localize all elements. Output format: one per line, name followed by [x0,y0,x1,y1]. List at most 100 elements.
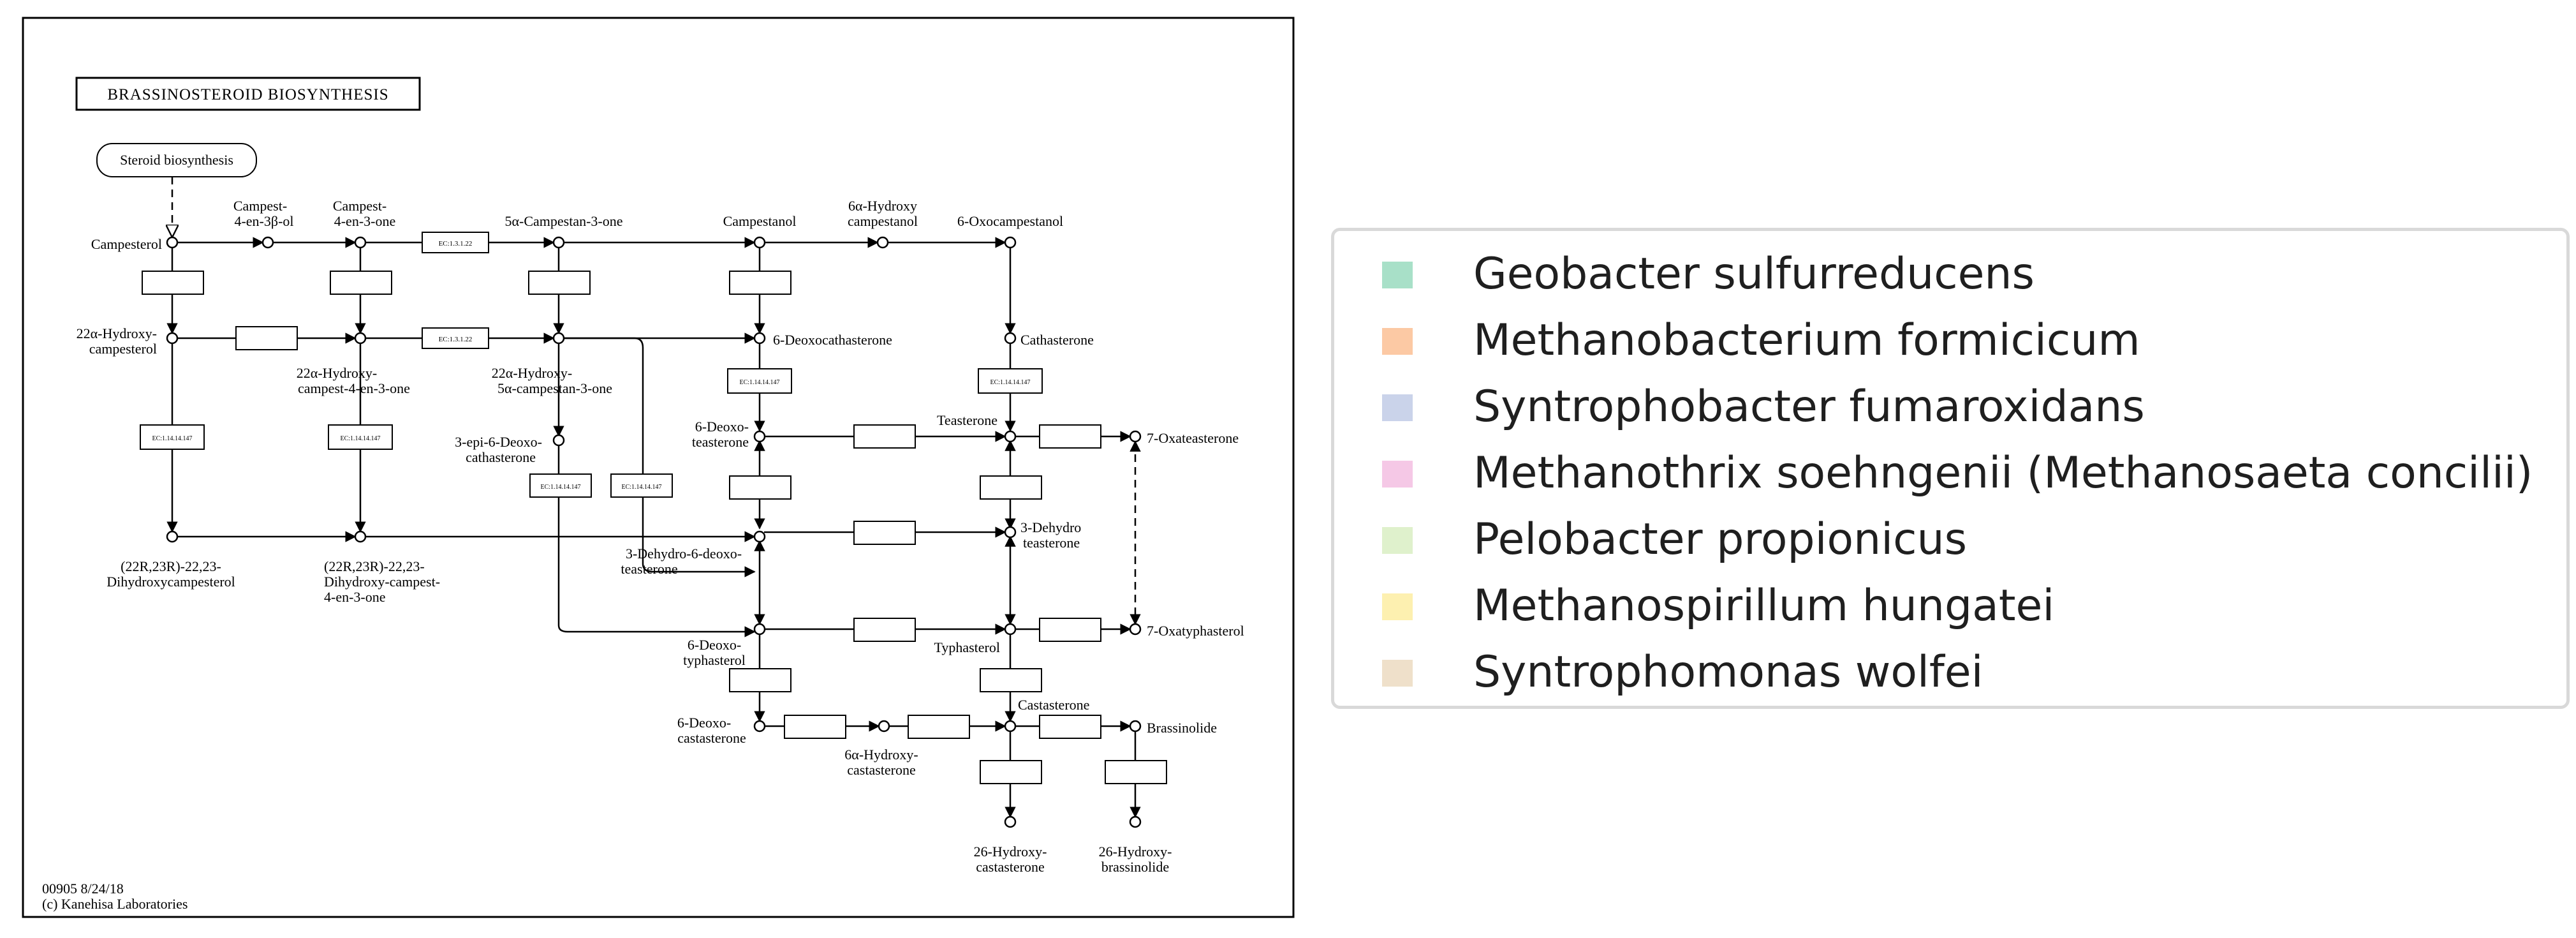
ec-box-4[interactable]: EC:1.14.14.147 [328,424,393,450]
compound-node[interactable] [261,236,274,249]
enzyme-box[interactable] [729,271,791,295]
compound-label: Dihydroxy-campest- [324,574,440,590]
ec-box-3[interactable]: EC:1.14.14.147 [140,424,205,450]
compound-node[interactable] [753,236,766,249]
compound-node[interactable] [753,623,766,636]
enzyme-box[interactable] [908,715,970,739]
enzyme-box[interactable] [729,475,791,500]
legend-item-1: Geobacter sulfurreducens [1334,241,2566,308]
map-footer-credit: (c) Kanehisa Laboratories [42,896,188,912]
enzyme-box[interactable] [980,760,1042,784]
legend-swatch [1382,593,1413,620]
compound-node[interactable] [1004,236,1017,249]
compound-label: Campestanol [723,213,797,229]
legend-swatch [1382,328,1413,355]
pathway-map: BRASSINOSTEROID BIOSYNTHESIS Steroid bio… [22,17,1295,918]
enzyme-box[interactable] [1105,760,1167,784]
compound-node[interactable] [552,236,565,249]
compound-node[interactable] [1129,720,1142,733]
enzyme-box[interactable] [1039,618,1101,642]
legend-label: Geobacter sulfurreducens [1473,249,2035,299]
compound-label: 3-Dehydro [1020,519,1081,535]
compound-label: 6-Deoxo- [688,637,741,653]
legend-label: Syntrophobacter fumaroxidans [1473,382,2145,432]
compound-node[interactable] [1004,623,1017,636]
enzyme-box[interactable] [235,326,298,350]
reaction-lines [172,177,1141,818]
ec-box-1[interactable]: EC:1.3.1.22 [422,232,489,253]
compound-label: 6-Oxocampestanol [957,213,1063,229]
enzyme-box[interactable] [1039,715,1101,739]
ec-box-2[interactable]: EC:1.3.1.22 [422,327,489,349]
enzyme-box[interactable] [330,271,392,295]
compound-label: Campest- [333,198,386,214]
compound-label: 6-Deoxo- [677,715,731,731]
ec-box-7[interactable]: EC:1.14.14.147 [529,473,592,498]
compound-node[interactable] [753,430,766,443]
compound-label: 6α-Hydroxy [848,198,917,214]
legend-swatch [1382,262,1413,288]
compound-node[interactable] [1129,430,1142,443]
legend-item-2: Methanobacterium formicicum [1334,308,2566,374]
legend-swatch [1382,660,1413,687]
compound-label: 3-epi-6-Deoxo- [455,434,542,450]
compound-label: castasterone [847,762,916,778]
legend-label: Methanobacterium formicicum [1473,315,2140,366]
ec-box-8[interactable]: EC:1.14.14.147 [610,473,673,498]
compound-node[interactable] [1004,720,1017,733]
steroid-biosynthesis-link[interactable]: Steroid biosynthesis [96,143,257,177]
legend-item-5: Pelobacter propionicus [1334,507,2566,573]
compound-label: Teasterone [937,412,997,428]
compound-node[interactable] [878,720,890,733]
ec-box-6[interactable]: EC:1.14.14.147 [978,368,1043,394]
compound-node[interactable] [552,332,565,345]
ec-box-5[interactable]: EC:1.14.14.147 [727,368,792,394]
compound-node[interactable] [166,236,179,249]
compound-node[interactable] [354,332,367,345]
compound-node[interactable] [166,530,179,543]
enzyme-box[interactable] [853,521,916,545]
enzyme-box[interactable] [142,271,204,295]
compound-node[interactable] [552,434,565,447]
legend-label: Pelobacter propionicus [1473,514,1967,565]
compound-label: 5α-campestan-3-one [497,380,612,396]
legend-swatch [1382,461,1413,488]
compound-node[interactable] [1129,623,1142,636]
compound-node[interactable] [1129,815,1142,828]
map-title-text: BRASSINOSTEROID BIOSYNTHESIS [107,86,388,103]
compound-node[interactable] [166,332,179,345]
enzyme-box[interactable] [980,668,1042,692]
compound-node[interactable] [753,530,766,543]
compound-label: typhasterol [683,652,746,668]
compound-node[interactable] [1004,526,1017,539]
compound-node[interactable] [1004,430,1017,443]
compound-node[interactable] [354,236,367,249]
enzyme-box[interactable] [1039,424,1101,449]
compound-label: campesterol [89,341,157,357]
enzyme-box[interactable] [853,618,916,642]
compound-node[interactable] [753,332,766,345]
enzyme-box[interactable] [729,668,791,692]
legend-label: Methanothrix soehngenii (Methanosaeta co… [1473,448,2533,498]
compound-node[interactable] [753,720,766,733]
compound-label: 3-Dehydro-6-deoxo- [626,546,742,562]
compound-label: (22R,23R)-22,23- [121,558,221,574]
enzyme-box[interactable] [784,715,846,739]
enzyme-box[interactable] [853,424,916,449]
compound-label: brassinolide [1101,859,1169,875]
compound-label: 4-en-3β-ol [234,213,293,229]
compound-node[interactable] [354,530,367,543]
compound-label: 26-Hydroxy- [974,844,1047,860]
compound-node[interactable] [1004,815,1017,828]
compound-label: Brassinolide [1147,720,1217,736]
legend-item-3: Syntrophobacter fumaroxidans [1334,374,2566,440]
enzyme-box[interactable] [528,271,591,295]
compound-node[interactable] [1004,332,1017,345]
ec-label: EC:1.3.1.22 [439,240,473,248]
map-footer-id: 00905 8/24/18 [42,881,124,897]
compound-label: (22R,23R)-22,23- [324,558,425,574]
enzyme-box[interactable] [980,475,1042,500]
compound-node[interactable] [876,236,889,249]
compound-label: 22α-Hydroxy- [492,365,572,381]
ec-boxes: EC:1.3.1.22 EC:1.3.1.22 EC:1.14.14.147 E… [140,232,1043,498]
